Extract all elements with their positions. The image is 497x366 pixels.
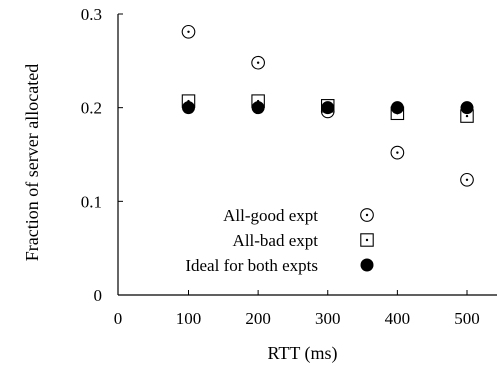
- x-tick-label: 400: [385, 309, 411, 328]
- legend-label: All-good expt: [223, 206, 318, 225]
- data-points: [181, 24, 474, 187]
- y-axis-label: Fraction of server allocated: [22, 64, 42, 261]
- point-filled-circle-400: [390, 101, 404, 115]
- x-tick-label: 100: [176, 309, 202, 328]
- legend-marker: [360, 233, 374, 247]
- axes: [117, 14, 497, 296]
- x-axis-label: RTT (ms): [267, 343, 337, 364]
- x-tick-label: 200: [245, 309, 271, 328]
- legend-marker: [360, 208, 374, 222]
- y-tick-label: 0: [94, 286, 103, 305]
- point-dotted-circle-400: [390, 145, 405, 160]
- legend-marker: [360, 258, 374, 272]
- legend-label: Ideal for both expts: [185, 256, 318, 275]
- y-axis-ticks: 0 0.1 0.2 0.3: [81, 5, 123, 305]
- point-filled-circle-100: [182, 101, 195, 115]
- x-tick-label: 500: [454, 309, 480, 328]
- legend: All-good expt All-bad expt Ideal for both …: [185, 206, 374, 275]
- x-tick-label: 0: [114, 309, 123, 328]
- y-tick-label: 0.3: [81, 5, 102, 24]
- y-tick-label: 0.2: [81, 99, 102, 118]
- point-filled-circle-500: [460, 101, 474, 115]
- point-dotted-circle-200: [251, 55, 265, 70]
- point-filled-circle-200: [251, 101, 265, 115]
- point-dotted-circle-100: [181, 24, 196, 39]
- legend-label: All-bad expt: [233, 231, 319, 250]
- point-dotted-circle-500: [460, 172, 474, 187]
- point-filled-circle-300: [321, 101, 335, 115]
- x-axis-ticks: 0 100 200 300 400 500: [114, 290, 480, 328]
- y-tick-label: 0.1: [81, 192, 102, 211]
- x-tick-label: 300: [315, 309, 341, 328]
